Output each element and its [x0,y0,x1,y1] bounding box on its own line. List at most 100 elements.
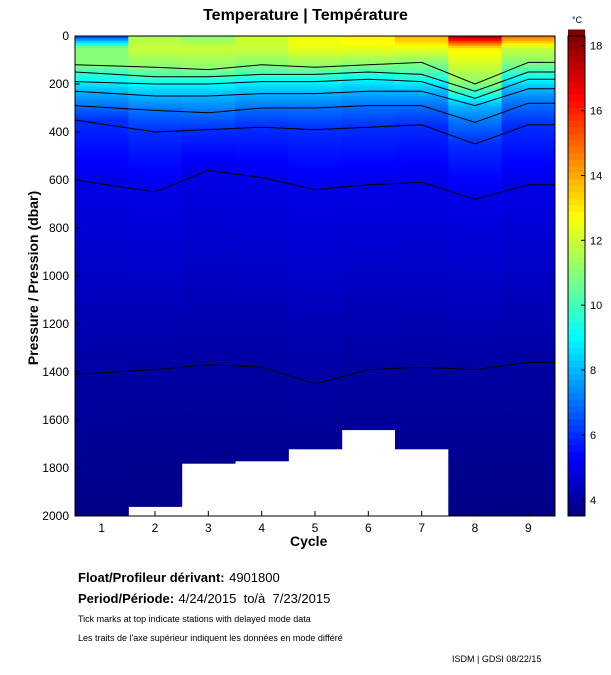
heatmap-cell [128,62,183,66]
heatmap-cell [501,348,556,351]
heatmap-cell [75,168,129,171]
cycle-column-4 [235,36,289,462]
heatmap-cell [181,381,236,385]
heatmap-cell [288,136,343,140]
heatmap-cell [128,458,183,462]
heatmap-cell [235,141,289,145]
heatmap-cell [395,427,449,431]
heatmap-cell [448,225,503,229]
heatmap-cell [235,333,289,337]
heatmap-cell [75,117,129,121]
heatmap-cell [341,120,396,123]
heatmap-cell [501,314,556,318]
colorbar-cell [568,431,585,439]
heatmap-cell [235,436,289,440]
heatmap-cell [235,312,289,315]
colorbar-cell [568,314,585,322]
heatmap-cell [448,448,503,452]
heatmap-cell [128,211,183,215]
heatmap-cell [501,400,556,404]
heatmap-cell [181,319,236,323]
heatmap-cell [181,218,236,222]
heatmap-cell [235,122,289,126]
heatmap-cell [75,319,129,323]
colorbar-cell [568,29,585,37]
heatmap-cell [448,69,503,73]
heatmap-cell [395,98,449,102]
heatmap-cell [448,345,503,349]
heatmap-cell [288,324,343,327]
heatmap-cell [448,350,503,354]
heatmap-cell [395,194,449,198]
heatmap-cell [288,57,343,61]
heatmap-cell [288,81,343,85]
heatmap-cell [288,52,343,56]
heatmap-cell [341,62,396,66]
heatmap-cell [75,434,129,438]
heatmap-cell [501,448,556,452]
heatmap-cell [288,153,343,157]
heatmap-cell [501,103,556,107]
heatmap-cell [288,429,343,433]
heatmap-cell [448,477,503,481]
heatmap-cell [501,360,556,363]
heatmap-cell [181,314,236,318]
heatmap-cell [501,264,556,267]
heatmap-cell [341,134,396,138]
heatmap-cell [128,367,183,371]
heatmap-cell [75,295,129,299]
heatmap-cell [235,400,289,404]
heatmap-cell [128,499,183,503]
heatmap-cell [235,40,289,44]
heatmap-cell [448,98,503,102]
heatmap-cell [288,403,343,407]
heatmap-cell [75,369,129,373]
heatmap-cell [448,134,503,138]
heatmap-cell [75,446,129,450]
heatmap-cell [501,168,556,171]
heatmap-cell [235,165,289,169]
heatmap-cell [128,242,183,246]
heatmap-cell [75,376,129,380]
heatmap-cell [288,129,343,133]
heatmap-cell [235,201,289,205]
heatmap-cell [395,376,449,380]
heatmap-cell [448,261,503,265]
heatmap-cell [448,352,503,356]
heatmap-cell [181,453,236,457]
heatmap-cell [341,196,396,200]
heatmap-cell [75,216,129,219]
heatmap-cell [501,177,556,181]
heatmap-cell [181,43,236,47]
heatmap-cell [288,100,343,104]
heatmap-cell [181,91,236,95]
heatmap-cell [75,300,129,303]
heatmap-cell [128,472,183,476]
heatmap-cell [181,204,236,207]
contour-11 [74,61,555,85]
heatmap-cell [288,105,343,109]
heatmap-cell [235,384,289,387]
heatmap-cell [181,422,236,426]
heatmap-cell [501,127,556,131]
heatmap-cell [288,206,343,210]
colorbar-cell [568,191,585,199]
colorbar-cell [568,360,585,368]
colorbar-tick-label: 8 [590,365,596,377]
heatmap-cell [128,441,183,445]
heatmap-cell [181,424,236,428]
heatmap-cell [501,350,556,354]
heatmap-cell [288,273,343,277]
heatmap-cell [395,420,449,423]
y-tick-label: 1400 [42,365,69,379]
heatmap-cell [341,319,396,323]
heatmap-cell [448,156,503,159]
heatmap-cell [448,480,503,483]
heatmap-cell [235,364,289,368]
heatmap-cell [75,484,129,488]
heatmap-cell [448,45,503,49]
heatmap-cell [501,62,556,66]
heatmap-cell [395,259,449,263]
heatmap-cell [181,441,236,445]
heatmap-cell [448,43,503,47]
